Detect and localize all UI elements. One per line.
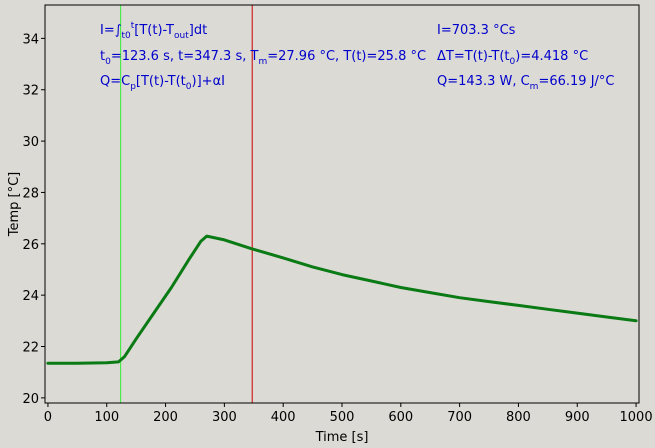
y-tick-label: 26 — [22, 238, 39, 253]
x-tick-label: 0 — [44, 410, 52, 425]
x-tick-label: 100 — [94, 410, 119, 425]
plot-area — [45, 5, 639, 403]
x-tick-label: 800 — [506, 410, 531, 425]
x-tick-label: 600 — [388, 410, 413, 425]
y-tick-label: 22 — [22, 341, 39, 356]
delta-t-readout: ΔT=T(t)-T(t0)=4.418 °C — [437, 49, 588, 67]
y-tick-label: 28 — [22, 186, 39, 201]
y-tick-label: 34 — [22, 32, 39, 47]
x-tick-label: 900 — [565, 410, 590, 425]
y-tick-label: 20 — [22, 392, 39, 407]
time-and-temperature-readout: t0=123.6 s, t=347.3 s, Tm=27.96 °C, T(t)… — [100, 49, 426, 67]
x-tick-label: 400 — [271, 410, 296, 425]
cursor-markers — [120, 5, 253, 403]
x-tick-label: 1000 — [620, 410, 653, 425]
series-layer — [46, 234, 638, 365]
x-tick-label: 300 — [212, 410, 237, 425]
x-tick-label: 500 — [330, 410, 355, 425]
integral-value: I=703.3 °Cs — [437, 23, 516, 38]
x-axis-label: Time [s] — [315, 430, 369, 445]
y-axis: 20 22 24 26 28 30 32 34 — [22, 32, 45, 407]
x-tick-label: 700 — [447, 410, 472, 425]
heat-definition: Q=Cp[T(t)-T(t0)]+αI — [100, 74, 225, 92]
y-tick-label: 24 — [22, 289, 39, 304]
y-tick-label: 30 — [22, 135, 39, 150]
temperature-series-line — [46, 234, 638, 365]
integral-definition: I=∫t0t[T(t)-Tout]dt — [100, 21, 207, 41]
x-tick-label: 200 — [153, 410, 178, 425]
x-axis: 0 100 200 300 400 500 600 700 800 900 1000 — [44, 403, 653, 425]
y-axis-label: Temp [°C] — [7, 172, 22, 238]
power-and-heat-capacity-readout: Q=143.3 W, Cm=66.19 J/°C — [437, 74, 615, 92]
y-tick-label: 32 — [22, 84, 39, 99]
